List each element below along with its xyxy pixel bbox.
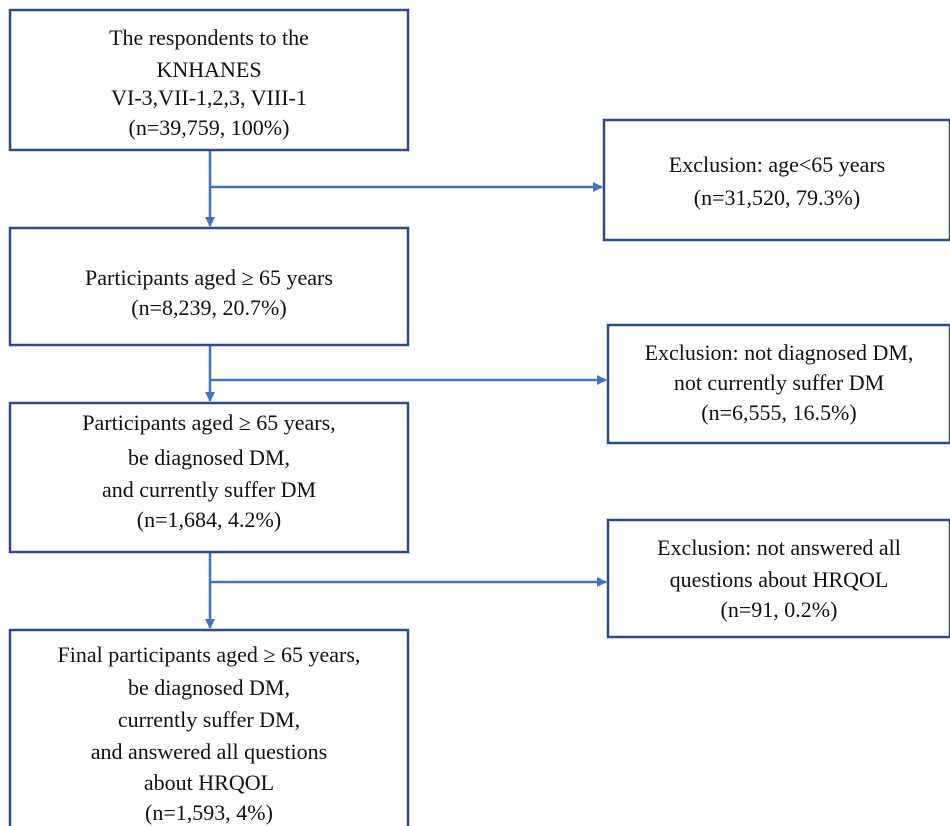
node-box (606, 518, 950, 639)
node-box (8, 401, 410, 554)
node-text: (n=91, 0.2%) (721, 597, 838, 622)
node-text: VI-3,VII-1,2,3, VIII-1 (111, 85, 307, 110)
node-box (8, 226, 410, 347)
node-text: (n=1,593, 4%) (145, 800, 273, 825)
node-text: Participants aged ≥ 65 years, (82, 410, 335, 435)
node-text: and answered all questions (91, 739, 327, 764)
node-text: Exclusion: not diagnosed DM, (645, 340, 914, 365)
node-text: not currently suffer DM (674, 370, 884, 395)
node-text: (n=6,555, 16.5%) (701, 400, 856, 425)
node-box (602, 118, 950, 242)
node-text: KNHANES (156, 57, 261, 82)
node-box (606, 323, 950, 445)
node-box (8, 628, 410, 826)
node-text: (n=8,239, 20.7%) (131, 295, 286, 320)
node-text: about HRQOL (144, 770, 274, 795)
node-text: The respondents to the (109, 25, 309, 50)
node-text: Final participants aged ≥ 65 years, (58, 642, 361, 667)
arrows (205, 150, 607, 629)
node-text: questions about HRQOL (670, 567, 889, 592)
node-text: Exclusion: age<65 years (669, 152, 885, 177)
node-text: Participants aged ≥ 65 years (85, 265, 333, 290)
node-box (8, 8, 410, 152)
node-text: (n=1,684, 4.2%) (137, 507, 281, 532)
node-text: currently suffer DM, (118, 707, 300, 732)
node-text: and currently suffer DM (102, 477, 316, 502)
node-text: (n=39,759, 100%) (129, 115, 290, 140)
node-text: be diagnosed DM, (128, 675, 290, 700)
boxes: The respondents to the KNHANES VI-3,VII-1,… (8, 8, 950, 826)
node-text: be diagnosed DM, (128, 445, 290, 470)
node-text: Exclusion: not answered all (657, 535, 901, 560)
node-text: (n=31,520, 79.3%) (694, 185, 860, 210)
